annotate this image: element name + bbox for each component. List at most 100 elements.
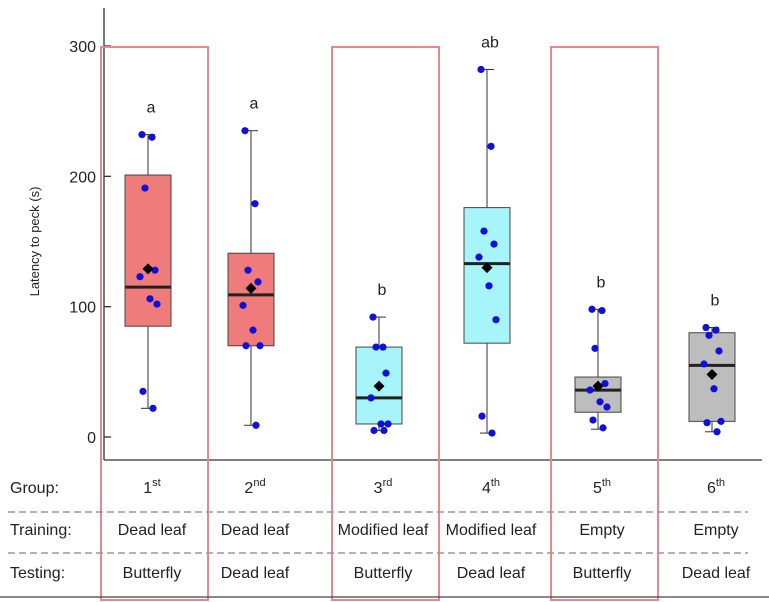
group-label: 6th [707,477,725,497]
training-label: Empty [693,522,738,539]
data-point [705,331,713,339]
testing-label: Butterfly [123,565,182,582]
data-point [480,227,488,235]
data-point [151,266,159,274]
highlight-frame [331,46,440,601]
significance-letter: b [597,274,606,291]
mean-marker [592,380,604,392]
group-label: 3rd [374,477,393,497]
highlight-frame [100,46,209,601]
significance-letter: ab [481,34,499,51]
group-ordinal: 2 [244,480,253,497]
data-point [485,282,493,290]
significance-letter: a [250,96,259,113]
data-point [603,403,611,411]
data-point [703,419,711,427]
row-label-group: Group: [10,480,59,497]
training-label: Dead leaf [221,522,290,539]
data-point [713,428,721,436]
data-point [141,184,149,192]
data-point [367,394,375,402]
data-point [710,385,718,393]
data-point [239,301,247,309]
data-point [252,421,260,429]
group-label: 2nd [244,477,265,497]
y-tick-label: 0 [87,430,96,447]
testing-label: Butterfly [573,565,632,582]
box [124,174,172,327]
row-label-training: Training: [10,522,72,539]
data-point [475,253,483,261]
data-point [702,323,710,332]
data-point [380,426,388,435]
row-label-testing: Testing: [10,565,65,582]
data-point [251,200,259,208]
y-tick-label: 100 [69,300,96,317]
data-point [700,360,708,368]
data-point [148,133,156,141]
data-point [244,266,252,274]
group-label: 1st [143,477,160,497]
testing-label: Dead leaf [221,565,290,582]
group-ordinal-suffix: th [602,477,611,489]
mean-marker [706,368,718,380]
data-point [372,343,380,351]
data-point [596,398,604,406]
training-label: Empty [579,522,624,539]
data-point [384,420,392,428]
highlight-frame [550,46,659,601]
data-point [256,342,264,350]
group-ordinal: 1 [143,480,152,497]
group-ordinal-suffix: rd [383,477,393,489]
y-tick-label: 300 [69,39,96,56]
group-ordinal-suffix: th [716,477,725,489]
training-label: Modified leaf [338,522,429,539]
data-point [492,316,500,324]
data-point [477,65,485,74]
data-point [241,127,249,135]
group-ordinal-suffix: th [491,477,500,489]
group-ordinal-suffix: nd [253,477,265,489]
training-label: Dead leaf [118,522,187,539]
data-point [153,300,161,308]
data-point [601,379,609,388]
data-point [146,295,154,303]
group-ordinal: 5 [593,480,602,497]
mean-marker [245,282,257,294]
group-label: 5th [593,477,611,497]
data-point [379,343,387,351]
data-point [717,417,725,425]
data-point [136,273,144,281]
data-point [242,342,250,350]
data-point [712,326,720,334]
group-ordinal: 3 [374,480,383,497]
group-label: 4th [482,477,500,497]
data-point [138,131,146,139]
data-point [370,426,378,435]
data-point [586,386,594,394]
data-point [598,306,606,315]
significance-letter: b [378,282,387,299]
data-point [377,420,385,428]
data-point [254,278,262,286]
mean-marker [142,263,154,275]
data-point [382,369,390,377]
box [463,207,511,344]
group-ordinal-suffix: st [152,477,161,489]
data-point [715,347,723,355]
data-point [149,404,157,412]
data-point [478,412,486,420]
group-ordinal: 6 [707,480,716,497]
data-point [369,313,377,321]
data-point [599,424,607,432]
data-point [488,429,496,437]
data-point [139,387,147,395]
significance-letter: a [147,100,156,117]
data-point [589,416,597,424]
y-axis-label: Latency to peck (s) [27,187,42,297]
training-label: Modified leaf [446,522,537,539]
data-point [591,344,599,352]
group-ordinal: 4 [482,480,491,497]
testing-label: Dead leaf [457,565,526,582]
